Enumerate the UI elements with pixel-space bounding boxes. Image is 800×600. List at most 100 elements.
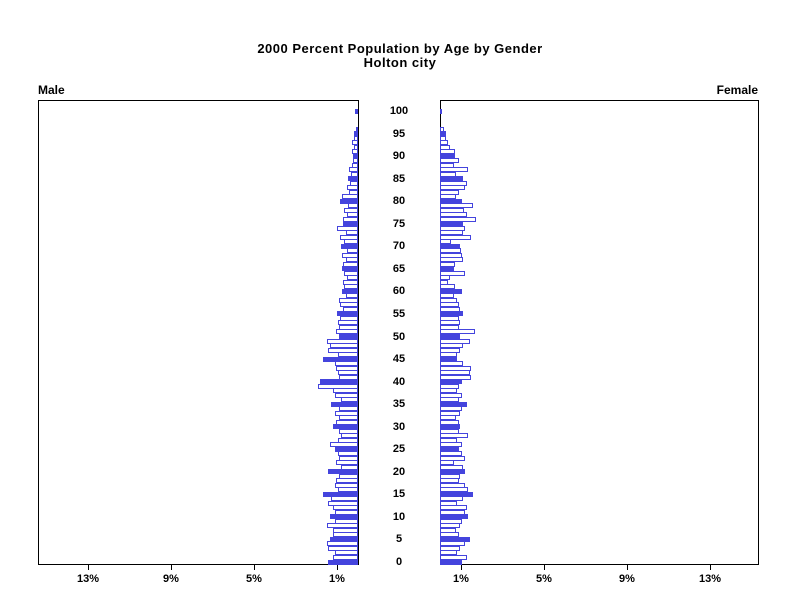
age-axis-label-0: 0 (395, 556, 403, 568)
pct-axis-tick-female-5 (544, 565, 545, 570)
bar-female-age-78 (440, 207, 464, 213)
bar-male-age-30 (333, 424, 358, 430)
age-axis-label-80: 80 (392, 195, 406, 208)
bar-female-age-36 (440, 397, 459, 403)
bar-female-age-77 (440, 212, 467, 218)
bar-male-age-38 (333, 388, 358, 394)
bar-female-age-84 (440, 180, 467, 186)
bar-male-age-32 (339, 415, 358, 421)
bar-male-age-76 (343, 216, 358, 222)
age-axis-label-20: 20 (392, 465, 406, 478)
bar-male-age-79 (348, 203, 358, 209)
bar-female-age-11 (440, 509, 465, 515)
male-panel-label: Male (38, 83, 65, 97)
bar-male-age-86 (351, 171, 358, 177)
age-axis-label-5: 5 (395, 533, 403, 546)
bar-female-age-32 (440, 415, 456, 421)
pct-axis-label-male-9: 9% (163, 573, 179, 585)
bar-male-age-40 (320, 379, 358, 385)
bar-female-age-37 (440, 392, 462, 398)
bar-male-age-90 (353, 153, 358, 159)
bar-male-age-87 (349, 167, 358, 173)
bar-male-age-41 (339, 374, 358, 380)
bar-female-age-71 (440, 239, 451, 245)
pct-axis-label-female-9: 9% (619, 573, 635, 585)
age-axis-label-15: 15 (392, 488, 406, 501)
bar-male-age-46 (338, 352, 358, 358)
bar-female-age-76 (440, 216, 476, 222)
age-axis-label-40: 40 (392, 375, 406, 388)
bar-male-age-74 (337, 225, 358, 231)
bar-female-age-59 (440, 293, 454, 299)
bar-female-age-81 (440, 194, 456, 200)
pct-axis-tick-female-13 (710, 565, 711, 570)
bar-female-age-79 (440, 203, 473, 209)
pct-axis-label-female-13: 13% (698, 573, 722, 585)
bar-male-age-42 (338, 370, 358, 376)
bar-female-age-72 (440, 234, 471, 240)
bar-female-age-53 (440, 320, 460, 326)
bar-male-age-62 (343, 279, 358, 285)
bar-female-age-12 (440, 505, 467, 511)
bar-female-age-61 (440, 284, 455, 290)
bar-female-age-57 (440, 302, 459, 308)
bar-male-age-9 (335, 518, 358, 524)
bar-male-age-7 (333, 527, 358, 533)
bar-male-age-18 (336, 478, 358, 484)
bar-male-age-71 (344, 239, 358, 245)
bar-female-age-3 (440, 545, 460, 551)
bar-female-age-1 (440, 554, 467, 560)
bar-female-age-63 (440, 275, 450, 281)
age-axis-label-10: 10 (392, 510, 406, 523)
bar-male-age-34 (339, 406, 358, 412)
bar-male-age-54 (340, 315, 358, 321)
age-axis-label-60: 60 (392, 285, 406, 298)
bar-male-age-31 (336, 419, 358, 425)
bar-female-age-54 (440, 315, 459, 321)
bar-male-age-63 (347, 275, 358, 281)
bar-female-age-66 (440, 261, 455, 267)
bar-male-age-57 (340, 302, 358, 308)
bar-male-age-25 (335, 446, 358, 452)
bar-female-age-92 (440, 144, 450, 150)
male-panel-frame (38, 100, 359, 565)
bar-female-age-8 (440, 523, 460, 529)
chart-title-line1: 2000 Percent Population by Age by Gender (257, 41, 543, 56)
bar-female-age-25 (440, 446, 459, 452)
age-axis-label-35: 35 (392, 398, 406, 411)
bar-male-age-100 (355, 108, 358, 114)
bar-male-age-96 (356, 126, 358, 132)
bar-female-age-83 (440, 185, 465, 191)
age-axis-label-45: 45 (392, 353, 406, 366)
pct-axis-tick-male-1 (337, 565, 338, 570)
bar-male-age-10 (330, 514, 358, 520)
bar-male-age-68 (342, 252, 358, 258)
bar-male-age-4 (327, 541, 358, 547)
age-axis-label-100: 100 (389, 105, 409, 117)
bar-male-age-69 (347, 248, 358, 254)
female-panel-frame (440, 100, 759, 565)
bar-female-age-16 (440, 487, 468, 493)
age-axis-label-95: 95 (392, 127, 406, 140)
bar-male-age-70 (341, 243, 358, 249)
bar-male-age-80 (340, 198, 358, 204)
bar-male-age-37 (335, 392, 358, 398)
pct-axis-tick-female-1 (461, 565, 462, 570)
bar-female-age-96 (440, 126, 444, 132)
bar-male-age-81 (342, 194, 358, 200)
bar-female-age-38 (440, 388, 457, 394)
bar-female-age-43 (440, 365, 471, 371)
age-axis-label-90: 90 (392, 150, 406, 163)
bar-female-age-52 (440, 324, 459, 330)
bar-male-age-91 (352, 149, 358, 155)
bar-male-age-58 (339, 297, 358, 303)
bar-male-age-13 (328, 500, 358, 506)
bar-male-age-92 (354, 144, 358, 150)
bar-male-age-2 (335, 550, 358, 556)
bar-female-age-48 (440, 343, 463, 349)
pct-axis-tick-male-13 (88, 565, 89, 570)
bar-female-age-87 (440, 167, 468, 173)
bar-female-age-47 (440, 347, 460, 353)
bar-male-age-45 (323, 356, 358, 362)
